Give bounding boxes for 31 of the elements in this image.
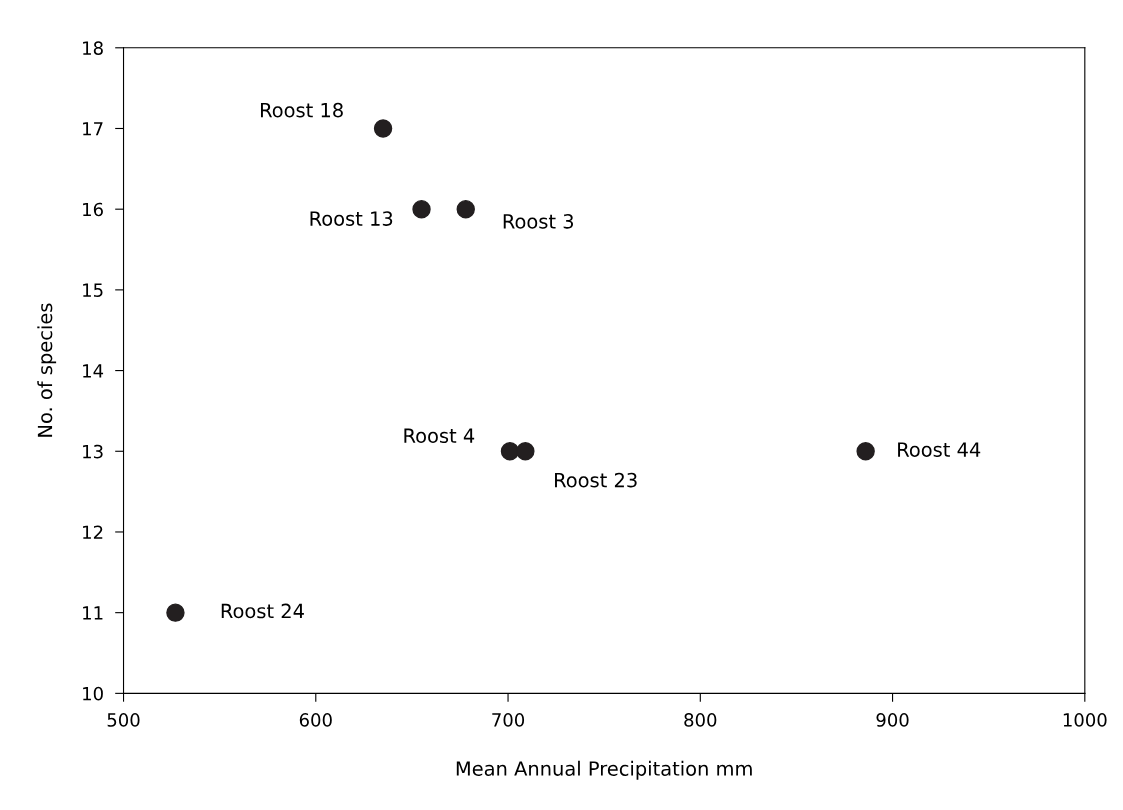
- annotation: Roost 3: [503, 214, 574, 229]
- y-tick-label: 11: [83, 606, 103, 620]
- x-tick-label: 700: [492, 713, 525, 727]
- annotation: Roost 44: [898, 442, 981, 457]
- annotation: Roost 13: [310, 211, 393, 226]
- y-tick-label: 16: [83, 202, 103, 217]
- x-tick-label: 900: [876, 713, 909, 727]
- x-tick-label: 500: [107, 713, 140, 727]
- y-axis-title: No. of species: [37, 303, 57, 437]
- y-tick-label: 12: [83, 525, 103, 539]
- point: [456, 199, 475, 219]
- x-tick-label: 800: [684, 713, 717, 727]
- point: [516, 442, 535, 461]
- annotation: Roost 23: [555, 472, 637, 488]
- annotation: Roost 4: [404, 428, 475, 444]
- x-tick-label: 1000: [1063, 713, 1107, 727]
- annotation: Roost 24: [221, 603, 304, 619]
- x-axis-title: Mean Annual Precipitation mm: [456, 760, 752, 780]
- point: [373, 119, 393, 138]
- y-tick-label: 15: [83, 283, 103, 297]
- y-tick-label: 18: [83, 41, 103, 55]
- y-tick-label: 13: [83, 444, 103, 459]
- point: [500, 442, 520, 461]
- y-tick-label: 14: [83, 364, 104, 378]
- point: [412, 199, 431, 219]
- point: [166, 603, 185, 622]
- point: [856, 442, 875, 461]
- x-tick-label: 600: [299, 713, 332, 727]
- y-tick-label: 10: [83, 686, 103, 701]
- y-tick-label: 17: [83, 122, 103, 136]
- annotation: Roost 18: [260, 102, 343, 118]
